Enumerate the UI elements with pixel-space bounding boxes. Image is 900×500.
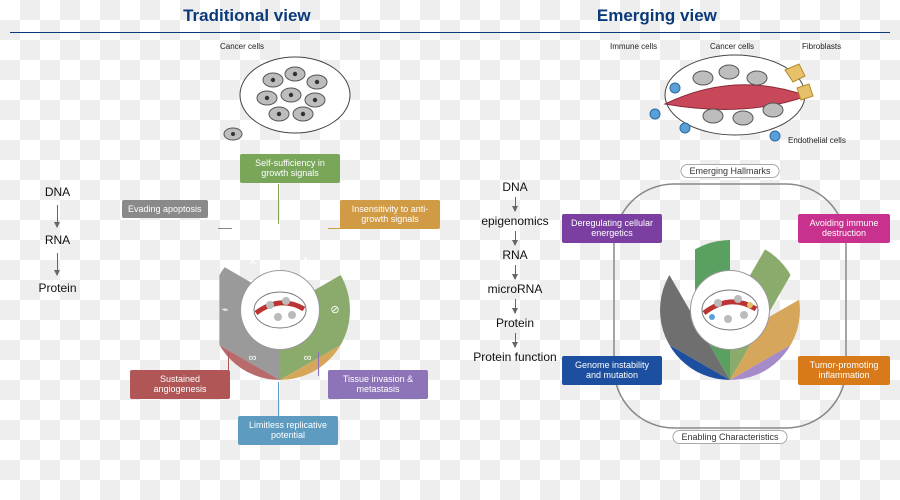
hallmark-callout: Deregulating cellular energetics xyxy=(562,214,662,243)
label-immune-cells: Immune cells xyxy=(610,42,657,51)
flow-arrow-icon xyxy=(57,253,58,275)
segment-glyph-icon: ↻ xyxy=(301,255,315,269)
flow-arrow-icon xyxy=(515,265,516,279)
flow-arrow-icon xyxy=(57,205,58,227)
hallmark-callout: Tissue invasion & metastasis xyxy=(328,370,428,399)
hallmark-callout: Evading apoptosis xyxy=(122,200,208,218)
segment-glyph-icon: ⊘ xyxy=(328,303,342,317)
hallmark-callout: Tumor-promoting inflammation xyxy=(798,356,890,385)
flow-item: microRNA xyxy=(488,282,543,296)
emerging-hallmarks-wheel: Emerging Hallmarks Enabling Characterist… xyxy=(570,160,890,460)
traditional-cell-sketch: Cancer cells xyxy=(100,40,460,160)
title-traditional: Traditional view xyxy=(183,6,311,26)
hallmark-callout: Insensitivity to anti-growth signals xyxy=(340,200,440,229)
flow-item: DNA xyxy=(502,180,527,194)
flow-item: epigenomics xyxy=(481,214,548,228)
label-cancer-cells: Cancer cells xyxy=(220,42,264,51)
emerging-diagram-column: Immune cells Cancer cells Fibroblasts En… xyxy=(570,40,890,500)
wheel-core-icon xyxy=(690,270,770,350)
hallmark-callout: Avoiding immune destruction xyxy=(798,214,890,243)
flow-item: RNA xyxy=(45,233,70,247)
label-cancer-cells2: Cancer cells xyxy=(710,42,754,51)
segment-glyph-icon: ⌁ xyxy=(218,303,232,317)
callout-lead xyxy=(278,382,279,420)
segment-glyph-icon: ∞ xyxy=(246,351,260,365)
segment-glyph-icon: ∞ xyxy=(301,351,315,365)
tumor-simple-icon xyxy=(195,40,365,150)
traditional-flow-column: DNA RNA Protein xyxy=(20,40,95,500)
flow-arrow-icon xyxy=(515,197,516,211)
traditional-hallmarks-wheel: ↻⊘∞∞⌁✕Self-sufficiency in growth signals… xyxy=(100,160,460,460)
tumor-microenv-icon xyxy=(625,40,835,150)
header-row: Traditional view Emerging view xyxy=(0,6,900,26)
header-divider xyxy=(10,32,890,33)
label-endothelial: Endothelial cells xyxy=(788,136,846,145)
callout-lead xyxy=(228,352,229,376)
emerging-flow-column: DNA epigenomics RNA microRNA Protein Protein … xyxy=(460,40,570,500)
flow-item: Protein function xyxy=(473,350,556,364)
flow-item: Protein xyxy=(496,316,534,330)
callout-lead xyxy=(328,228,348,229)
callout-lead xyxy=(218,228,232,229)
flow-arrow-icon xyxy=(515,299,516,313)
label-fibroblasts: Fibroblasts xyxy=(802,42,841,51)
flow-arrow-icon xyxy=(515,333,516,347)
emerging-cell-sketch: Immune cells Cancer cells Fibroblasts En… xyxy=(570,40,890,160)
hallmark-callout: Limitless replicative potential xyxy=(238,416,338,445)
title-emerging: Emerging view xyxy=(597,6,717,26)
wheel-core-icon xyxy=(240,270,320,350)
hallmark-callout: Genome instability and mutation xyxy=(562,356,662,385)
flow-item: RNA xyxy=(502,248,527,262)
callout-lead xyxy=(278,184,279,224)
callout-lead xyxy=(318,352,319,376)
traditional-diagram-column: Cancer cells ↻ xyxy=(100,40,460,500)
hallmark-callout: Self-sufficiency in growth signals xyxy=(240,154,340,183)
flow-item: Protein xyxy=(38,281,76,295)
flow-item: DNA xyxy=(45,185,70,199)
flow-arrow-icon xyxy=(515,231,516,245)
hallmark-callout: Sustained angiogenesis xyxy=(130,370,230,399)
segment-glyph-icon: ✕ xyxy=(246,255,260,269)
